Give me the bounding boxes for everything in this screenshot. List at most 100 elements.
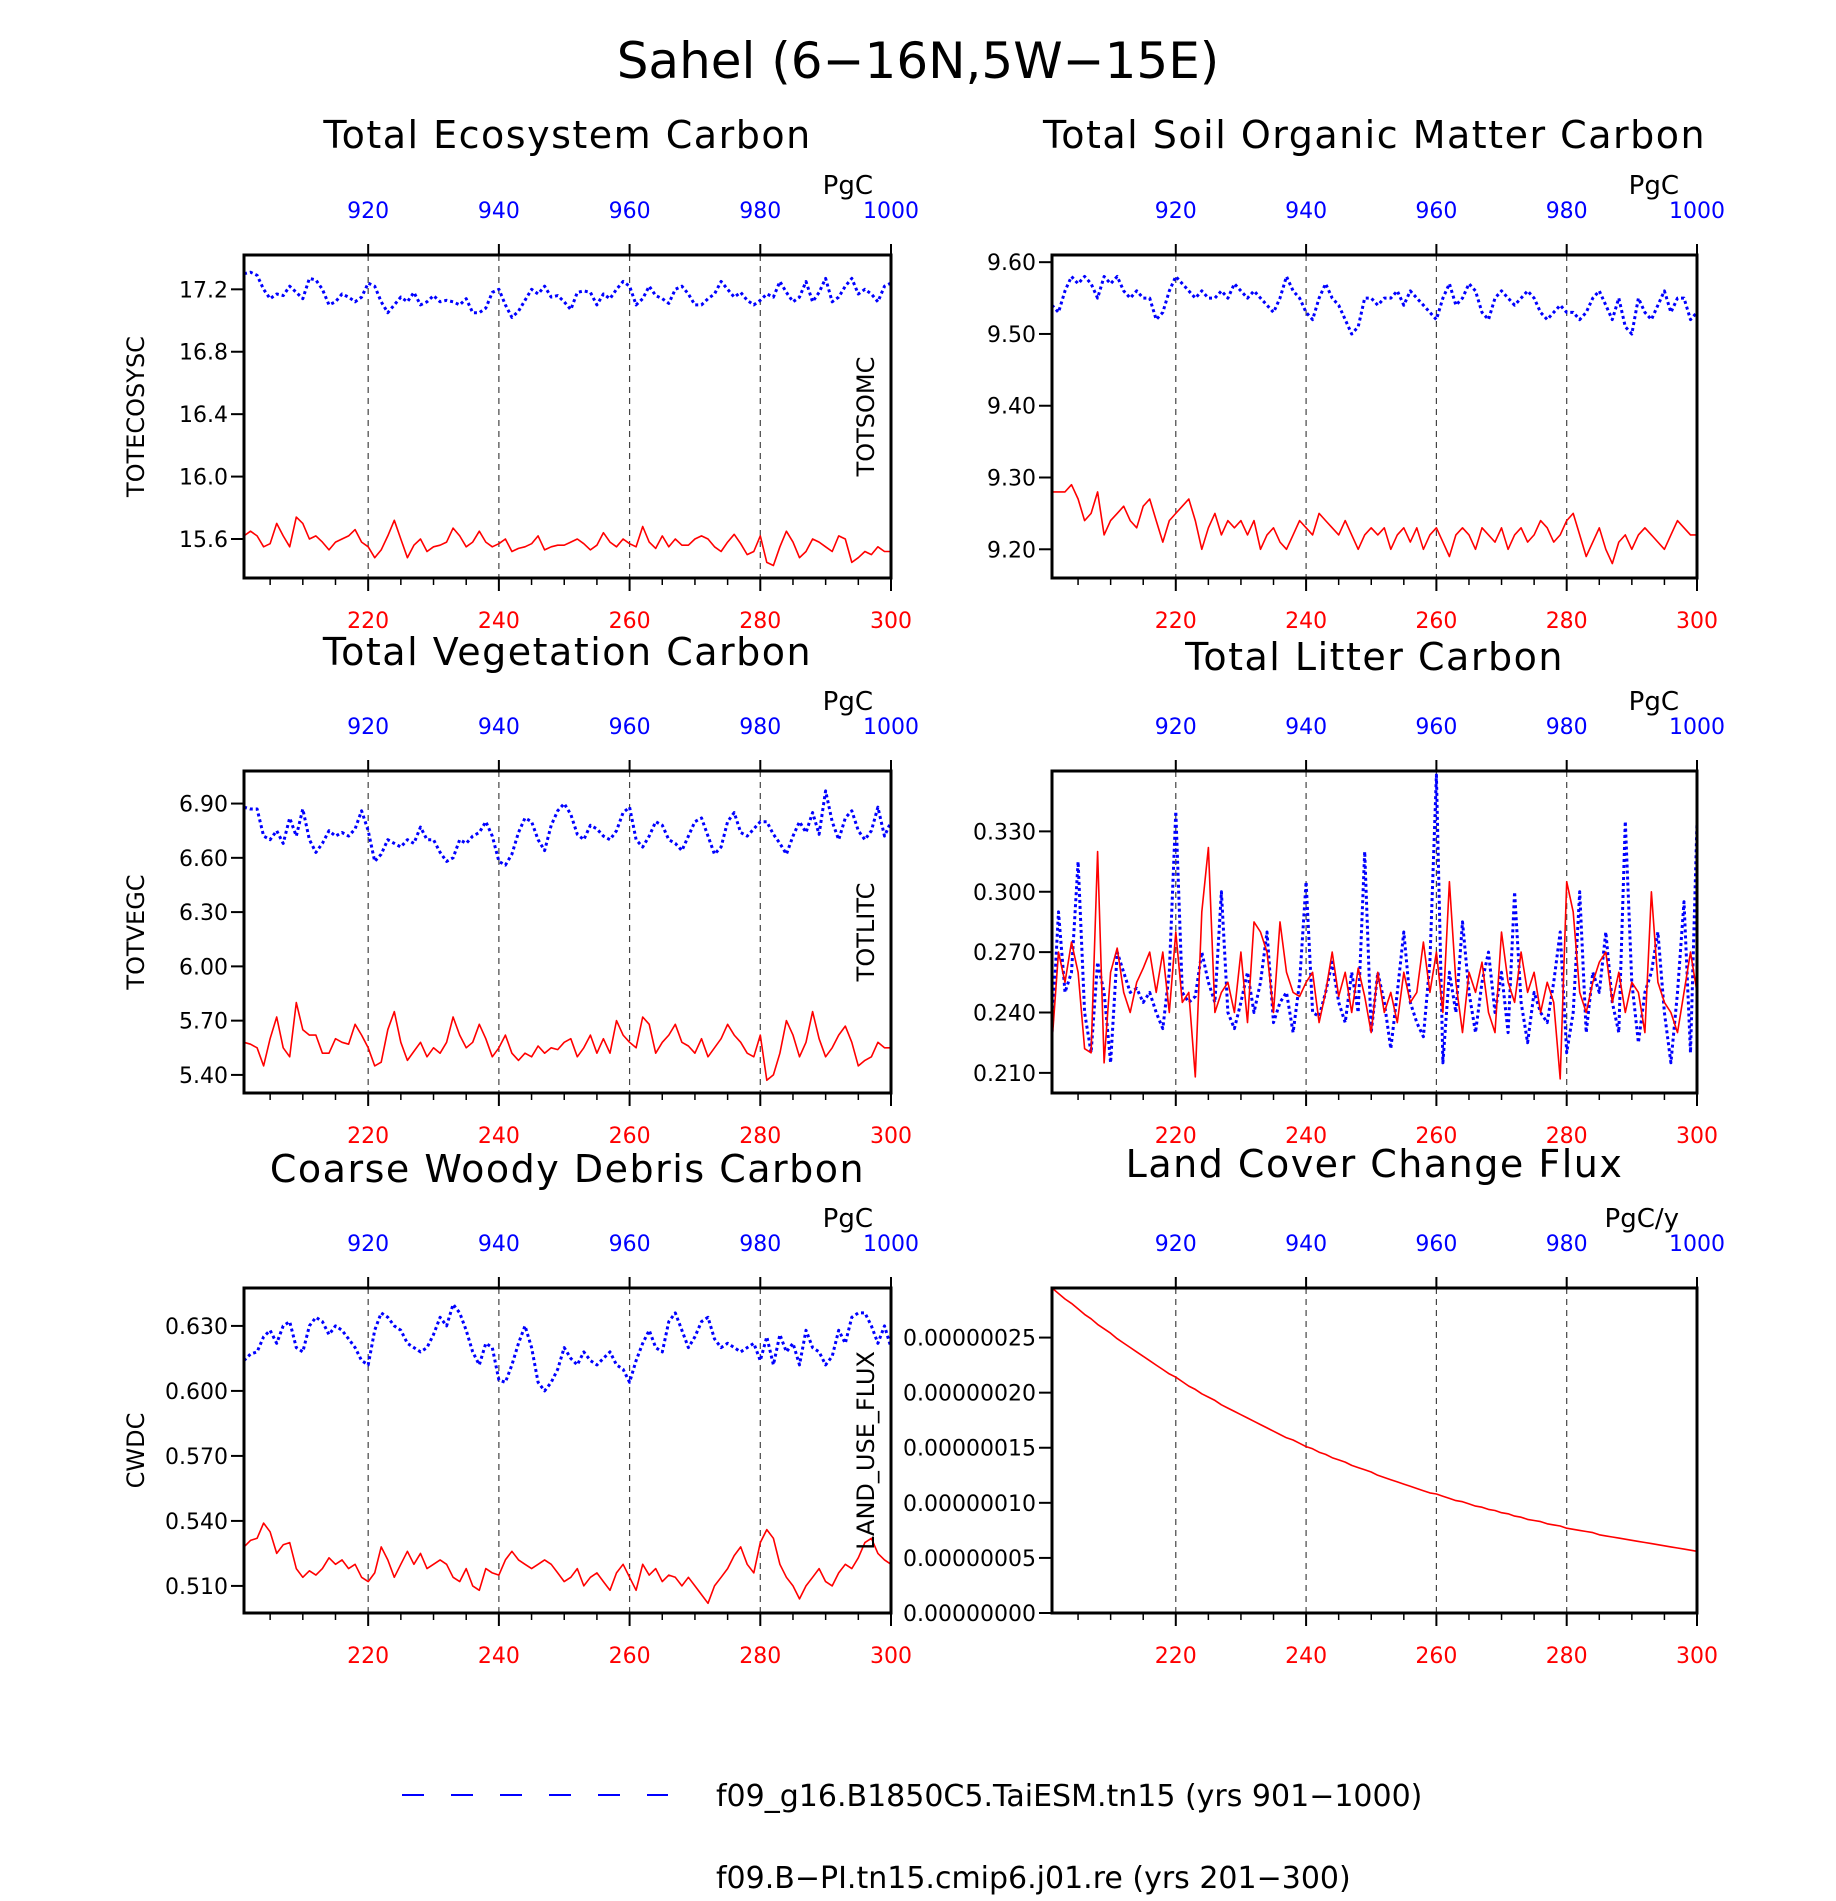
y-tick-label: 0.210 (973, 1062, 1036, 1087)
x-tick-label-top: 980 (739, 715, 781, 740)
y-tick-label: 15.6 (179, 528, 228, 553)
series-line-blue (243, 270, 892, 319)
y-axis-label: CWDC (122, 1413, 150, 1489)
y-tick-label: 0.540 (165, 1510, 228, 1535)
y-tick-label: 0.300 (973, 881, 1036, 906)
unit-label: PgC (823, 687, 873, 717)
x-tick-label-bottom: 300 (1676, 1644, 1718, 1669)
series-line-blue (1050, 275, 1699, 336)
x-tick-label-bottom: 280 (1546, 1124, 1588, 1149)
y-tick-label: 6.00 (179, 955, 228, 980)
y-tick-label: 6.90 (179, 793, 228, 818)
figure-title: Sahel (6−16N,5W−15E) (617, 32, 1220, 90)
series-line-red (243, 1522, 892, 1605)
legend: f09_g16.B1850C5.TaiESM.tn15 (yrs 901−100… (402, 1779, 1422, 1896)
y-tick-label: 0.00000025 (903, 1327, 1036, 1352)
x-tick-label-top: 940 (478, 715, 520, 740)
x-tick-label-bottom: 220 (1155, 609, 1197, 634)
x-tick-label-top: 940 (1285, 199, 1327, 224)
x-tick-label-bottom: 280 (739, 1644, 781, 1669)
panel-title: Land Cover Change Flux (1126, 1142, 1624, 1186)
y-tick-label: 0.00000015 (903, 1437, 1036, 1462)
x-tick-label-top: 1000 (1669, 715, 1725, 740)
panel-title: Total Vegetation Carbon (322, 630, 812, 674)
x-tick-label-bottom: 240 (1285, 1644, 1327, 1669)
series-line-red (243, 1001, 891, 1082)
x-tick-label-top: 940 (1285, 1232, 1327, 1257)
y-tick-label: 6.30 (179, 901, 228, 926)
x-tick-label-top: 980 (739, 1232, 781, 1257)
chart-panel-6: Land Cover Change Flux 0.00000000 0.000000… (852, 1142, 1725, 1669)
x-tick-label-bottom: 300 (870, 609, 912, 634)
x-tick-label-top: 960 (1415, 715, 1457, 740)
y-tick-label: 16.8 (179, 341, 228, 366)
x-tick-label-bottom: 240 (478, 1124, 520, 1149)
y-tick-label: 0.510 (165, 1575, 228, 1600)
unit-label: PgC/y (1605, 1204, 1679, 1234)
y-tick-label: 9.20 (987, 538, 1036, 563)
y-tick-label: 0.600 (165, 1380, 228, 1405)
y-tick-label: 0.00000020 (903, 1382, 1036, 1407)
x-tick-label-bottom: 220 (347, 609, 389, 634)
x-tick-label-bottom: 260 (609, 609, 651, 634)
series-line-red (1051, 1287, 1698, 1553)
unit-label: PgC (823, 1204, 873, 1234)
y-tick-label: 6.60 (179, 847, 228, 872)
y-tick-label: 9.40 (987, 395, 1036, 420)
x-tick-label-bottom: 300 (870, 1124, 912, 1149)
x-tick-label-top: 960 (1415, 199, 1457, 224)
plot-frame (242, 1286, 893, 1615)
unit-label: PgC (1629, 171, 1679, 201)
series-line-red (1051, 846, 1698, 1080)
x-tick-label-bottom: 300 (870, 1644, 912, 1669)
x-tick-label-top: 980 (1546, 715, 1588, 740)
y-tick-label: 0.00000010 (903, 1492, 1036, 1517)
x-tick-label-bottom: 220 (347, 1644, 389, 1669)
y-axis-label: TOTECOSYSC (122, 336, 150, 498)
y-tick-label: 0.00000005 (903, 1547, 1036, 1572)
x-tick-label-top: 1000 (1669, 199, 1725, 224)
plot-frame (242, 769, 893, 1095)
x-tick-label-top: 960 (1415, 1232, 1457, 1257)
chart-panel-3: Total Vegetation Carbon 5.40 5.70 6.00 6.30 6… (122, 630, 919, 1149)
x-tick-label-top: 1000 (863, 715, 919, 740)
legend-label-red: f09.B−PI.tn15.cmip6.j01.re (yrs 201−300) (716, 1861, 1351, 1896)
x-tick-label-bottom: 260 (1415, 1124, 1457, 1149)
x-tick-label-bottom: 300 (1676, 609, 1718, 634)
x-tick-label-top: 940 (1285, 715, 1327, 740)
legend-label-blue: f09_g16.B1850C5.TaiESM.tn15 (yrs 901−100… (716, 1779, 1422, 1814)
x-tick-label-bottom: 280 (739, 1124, 781, 1149)
y-tick-label: 16.4 (179, 403, 228, 428)
y-tick-label: 5.70 (179, 1010, 228, 1035)
x-tick-label-bottom: 240 (478, 609, 520, 634)
x-tick-label-bottom: 260 (609, 1124, 651, 1149)
x-tick-label-top: 1000 (1669, 1232, 1725, 1257)
series-line-blue (1050, 773, 1699, 1065)
x-tick-label-bottom: 220 (347, 1124, 389, 1149)
x-tick-label-bottom: 280 (1546, 609, 1588, 634)
y-axis-label: TOTVEGC (122, 874, 150, 990)
x-tick-label-bottom: 220 (1155, 1124, 1197, 1149)
y-axis-label: LAND_USE_FLUX (852, 1351, 880, 1550)
y-tick-label: 9.50 (987, 323, 1036, 348)
series-line-red (1052, 483, 1697, 565)
y-tick-label: 9.30 (987, 467, 1036, 492)
panel-title: Coarse Woody Debris Carbon (270, 1147, 865, 1191)
y-tick-label: 16.0 (179, 466, 228, 491)
plot-frame (1050, 769, 1699, 1095)
panel-title: Total Ecosystem Carbon (322, 113, 811, 157)
x-tick-label-top: 940 (478, 199, 520, 224)
plot-frame (1050, 1286, 1699, 1615)
x-tick-label-bottom: 260 (1415, 1644, 1457, 1669)
x-tick-label-bottom: 300 (1676, 1124, 1718, 1149)
series-line-blue (243, 789, 893, 867)
x-tick-label-bottom: 280 (739, 609, 781, 634)
x-tick-label-top: 960 (609, 1232, 651, 1257)
series-line-red (243, 516, 891, 567)
chart-panel-2: Total Soil Organic Matter Carbon 9.20 9.30… (852, 113, 1725, 634)
x-tick-label-top: 920 (347, 715, 389, 740)
x-tick-label-top: 920 (347, 199, 389, 224)
y-axis-label: TOTSOMC (852, 357, 880, 478)
y-tick-label: 17.2 (179, 278, 228, 303)
y-axis-label: TOTLITC (852, 883, 880, 983)
